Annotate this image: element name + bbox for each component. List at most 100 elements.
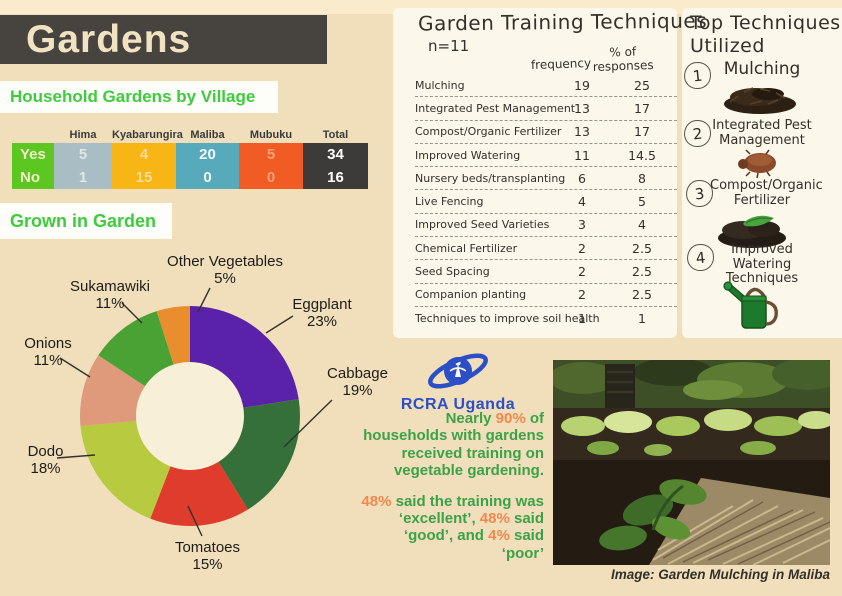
technique-pct: 2.5 <box>632 287 652 303</box>
no-maliba: 0 <box>176 166 239 189</box>
training-table-row: Compost/Organic Fertilizer 13 17 <box>415 121 677 144</box>
training-table-row: Nursery beds/transplanting 6 8 <box>415 167 677 191</box>
col-hima: Hima <box>69 129 97 141</box>
label-dodo: Dodo 18% <box>27 443 64 477</box>
col-mubuku: Mubuku <box>249 129 293 141</box>
page-title: Gardens <box>26 17 192 61</box>
stats-paragraph-1: Nearly 90% of households with gardens re… <box>363 410 544 480</box>
technique-name: Improved Seed Varieties <box>415 218 550 232</box>
no-kyabarungira: 15 <box>112 166 176 189</box>
label-onions: Onions 11% <box>24 335 72 369</box>
top-technique-2-label: Integrated Pest Management <box>712 118 812 148</box>
training-table-rows: Mulching 19 25 Integrated Pest Managemen… <box>415 74 677 329</box>
technique-frequency: 13 <box>574 100 590 116</box>
training-table-row: Companion planting 2 2.5 <box>415 284 677 307</box>
technique-name: Nursery beds/transplanting <box>415 171 566 185</box>
technique-frequency: 2 <box>578 264 586 280</box>
rcra-logo-block: RCRA Uganda <box>398 349 518 414</box>
technique-name: Seed Spacing <box>415 265 490 279</box>
yes-mubuku: 5 <box>239 143 303 166</box>
technique-frequency: 13 <box>574 124 590 140</box>
donut-segment-tomatoes <box>150 461 248 526</box>
village-table-body: Yes 5 4 20 5 34 No 1 15 0 0 16 <box>12 143 368 189</box>
top-technique-4-label: Improved Watering Techniques <box>725 242 799 286</box>
technique-frequency: 2 <box>578 287 586 303</box>
no-hima: 1 <box>54 166 112 189</box>
training-table-row: Techniques to improve soil health 1 1 <box>415 307 677 329</box>
donut-segment-sukamawiki <box>98 311 174 387</box>
yes-total: 34 <box>303 143 368 166</box>
stats-text-block: Nearly 90% of households with gardens re… <box>360 410 544 575</box>
col-total: Total <box>322 129 349 141</box>
technique-frequency: 3 <box>578 217 586 233</box>
donut-segment-dodo <box>80 420 171 519</box>
chart-title: Grown in Garden <box>10 210 157 231</box>
photo-caption: Image: Garden Mulching in Maliba <box>610 567 830 582</box>
technique-pct: 17 <box>634 100 650 116</box>
training-col-pct: % of responses <box>592 44 654 75</box>
technique-name: Mulching <box>415 78 465 92</box>
no-total: 16 <box>303 166 368 189</box>
col-kyabarungira: Kyabarungira <box>112 129 183 141</box>
bug-icon <box>738 149 776 178</box>
donut-hole <box>136 362 244 470</box>
technique-frequency: 1 <box>578 310 586 326</box>
technique-name: Integrated Pest Management <box>415 101 576 115</box>
village-section-heading: Household Gardens by Village <box>10 87 256 106</box>
technique-frequency: 4 <box>578 194 586 210</box>
label-tomatoes: Tomatoes 15% <box>174 539 241 573</box>
training-table-row: Live Fencing 4 5 <box>415 190 677 214</box>
label-other-vegetables: Other Vegetables 5% <box>167 253 283 287</box>
col-maliba: Maliba <box>190 129 225 141</box>
rcra-logo-text: RCRA Uganda <box>400 396 516 413</box>
mulch-icon <box>724 87 796 114</box>
row-yes-label: Yes <box>12 143 54 166</box>
training-col-frequency: frequency <box>530 55 592 73</box>
technique-pct: 25 <box>634 77 650 93</box>
technique-name: Companion planting <box>415 288 527 302</box>
row-no-label: No <box>12 166 54 189</box>
donut-segment-cabbage <box>218 399 301 510</box>
donut-segment-eggplant <box>190 306 299 408</box>
yes-kyabarungira: 4 <box>112 143 176 166</box>
village-section-heading-strip: Household Gardens by Village <box>0 81 278 113</box>
technique-frequency: 11 <box>574 147 590 163</box>
village-table-header: Hima Kyabarungira Maliba Mubuku Total <box>12 121 368 141</box>
technique-name: Improved Watering <box>415 148 521 162</box>
top-techniques-title: Top Techniques Utilized <box>690 12 841 57</box>
technique-name: Chemical Fertilizer <box>415 241 518 255</box>
technique-pct: 8 <box>638 170 646 186</box>
donut-segment-onions <box>80 355 145 427</box>
stats-paragraph-2: 48% said the training was ‘excellent’, 4… <box>361 492 544 562</box>
village-table: Hima Kyabarungira Maliba Mubuku Total Ye… <box>12 121 368 189</box>
training-table-row: Improved Seed Varieties 3 4 <box>415 214 677 238</box>
technique-frequency: 2 <box>578 240 586 256</box>
training-table-row: Seed Spacing 2 2.5 <box>415 260 677 284</box>
training-table-row: Mulching 19 25 <box>415 74 677 98</box>
technique-pct: 5 <box>638 194 646 210</box>
technique-name: Live Fencing <box>415 195 484 209</box>
training-table-title: Garden Training Techniques <box>417 8 708 36</box>
technique-pct: 4 <box>638 217 646 233</box>
technique-frequency: 19 <box>574 77 590 93</box>
top-technique-3-label: Compost/Organic Fertilizer <box>710 178 823 208</box>
label-eggplant: Eggplant 23% <box>292 296 352 330</box>
watering-can-icon <box>723 281 778 329</box>
top-techniques-panel-background <box>682 8 842 338</box>
technique-pct: 14.5 <box>628 147 656 163</box>
technique-frequency: 6 <box>578 170 586 186</box>
training-table-n: n=11 <box>428 37 470 55</box>
training-table-row: Integrated Pest Management 13 17 <box>415 97 677 121</box>
technique-pct: 2.5 <box>632 240 652 256</box>
compost-icon <box>718 215 786 248</box>
label-sukamawiki: Sukamawiki 11% <box>69 278 151 312</box>
yes-maliba: 20 <box>176 143 239 166</box>
technique-pct: 2.5 <box>632 264 652 280</box>
garden-photo <box>553 360 830 565</box>
technique-pct: 17 <box>634 124 650 140</box>
title-bar: Gardens <box>0 15 327 64</box>
no-mubuku: 0 <box>239 166 303 189</box>
training-table-row: Chemical Fertilizer 2 2.5 <box>415 237 677 261</box>
donut-segment-other-vegetables <box>156 306 190 365</box>
